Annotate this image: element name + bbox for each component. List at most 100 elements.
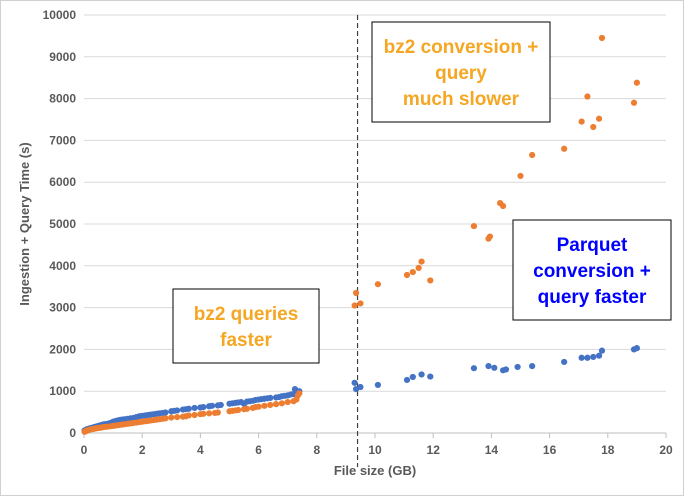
y-tick-label: 3000 [49, 301, 76, 315]
orange-point [261, 402, 268, 409]
blue-point [267, 394, 274, 401]
orange-point [357, 300, 364, 307]
orange-point [235, 406, 242, 414]
annotation-bz2-much-slower-text: bz2 conversion + [384, 37, 539, 58]
annotation-parquet-faster-text: Parquet [557, 235, 628, 256]
x-tick-label: 10 [368, 443, 382, 457]
orange-point [633, 79, 641, 86]
annotation-parquet-faster-text: conversion + [533, 261, 651, 282]
orange-point [206, 410, 213, 417]
y-tick-label: 7000 [49, 133, 76, 147]
y-tick-label: 4000 [49, 259, 76, 273]
orange-point [267, 401, 274, 409]
x-axis-title: File size (GB) [334, 463, 416, 478]
orange-point [352, 289, 360, 297]
orange-point [255, 403, 262, 410]
x-tick-label: 2 [139, 443, 146, 457]
orange-point [168, 414, 175, 421]
orange-point [595, 115, 603, 122]
annotation-bz2-queries-faster-text: faster [220, 330, 272, 351]
y-tick-label: 9000 [49, 50, 76, 64]
annotation-bz2-queries-faster-text: bz2 queries [194, 304, 299, 325]
blue-point [578, 354, 585, 361]
blue-point [174, 407, 181, 414]
blue-point [351, 379, 358, 386]
orange-point [409, 268, 416, 276]
orange-point [517, 172, 524, 180]
blue-point [470, 365, 478, 372]
y-tick-label: 2000 [49, 342, 76, 356]
blue-point [208, 402, 216, 409]
y-axis-title: Ingestion + Query Time (s) [17, 142, 32, 305]
annotation-parquet-faster-box [512, 219, 672, 321]
annotation-bz2-much-slower-text: query [435, 63, 487, 84]
x-tick-label: 0 [81, 443, 88, 457]
orange-point [415, 264, 422, 271]
x-tick-label: 16 [543, 443, 557, 457]
orange-point [584, 93, 591, 100]
x-tick-label: 4 [197, 443, 204, 457]
orange-point [174, 414, 181, 421]
orange-point [486, 233, 494, 240]
x-tick-label: 20 [659, 443, 673, 457]
annotation-bz2-queries-faster-box [172, 288, 320, 364]
orange-point [403, 271, 411, 279]
orange-point [529, 151, 536, 159]
orange-point [162, 415, 169, 422]
orange-point [185, 412, 192, 419]
orange-point [598, 34, 606, 42]
blue-point [595, 352, 603, 359]
orange-point [296, 390, 303, 397]
blue-point [357, 383, 364, 391]
y-tick-label: 1000 [49, 384, 76, 398]
blue-point [514, 363, 521, 371]
y-tick-label: 0 [69, 426, 76, 440]
orange-point [418, 258, 425, 265]
orange-point [590, 123, 597, 131]
blue-point [485, 363, 492, 370]
blue-point [502, 366, 510, 373]
orange-point [200, 410, 207, 417]
x-tick-label: 6 [255, 443, 262, 457]
blue-point [561, 358, 568, 366]
x-tick-label: 18 [601, 443, 615, 457]
blue-point [598, 347, 606, 354]
orange-point [243, 405, 251, 412]
y-tick-label: 5000 [49, 217, 76, 231]
blue-point [200, 403, 207, 411]
orange-point [214, 409, 221, 416]
blue-point [409, 373, 416, 381]
blue-point [633, 345, 641, 352]
blue-point [590, 353, 597, 361]
orange-point [427, 277, 434, 284]
blue-point [403, 376, 411, 384]
blue-point [191, 404, 198, 412]
orange-point [630, 99, 638, 106]
blue-point [418, 371, 425, 378]
blue-point [584, 354, 591, 361]
annotation-parquet-faster-text: query faster [538, 287, 647, 308]
y-tick-label: 6000 [49, 175, 76, 189]
orange-point [272, 401, 280, 408]
blue-point [185, 405, 192, 412]
blue-point [529, 363, 536, 370]
orange-point [284, 398, 291, 406]
annotation-bz2-much-slower-text: much slower [403, 89, 520, 110]
orange-point [374, 281, 382, 288]
blue-point [374, 381, 382, 389]
y-tick-label: 10000 [43, 8, 77, 22]
x-tick-label: 14 [485, 443, 499, 457]
blue-point [491, 364, 498, 371]
x-tick-label: 8 [313, 443, 320, 457]
orange-point [191, 411, 198, 419]
orange-point [561, 145, 568, 152]
blue-point [427, 373, 434, 380]
y-tick-label: 8000 [49, 92, 76, 106]
orange-point [470, 222, 478, 230]
blue-point [217, 401, 224, 409]
orange-point [578, 118, 585, 125]
orange-point [499, 202, 507, 210]
blue-point [162, 409, 169, 416]
